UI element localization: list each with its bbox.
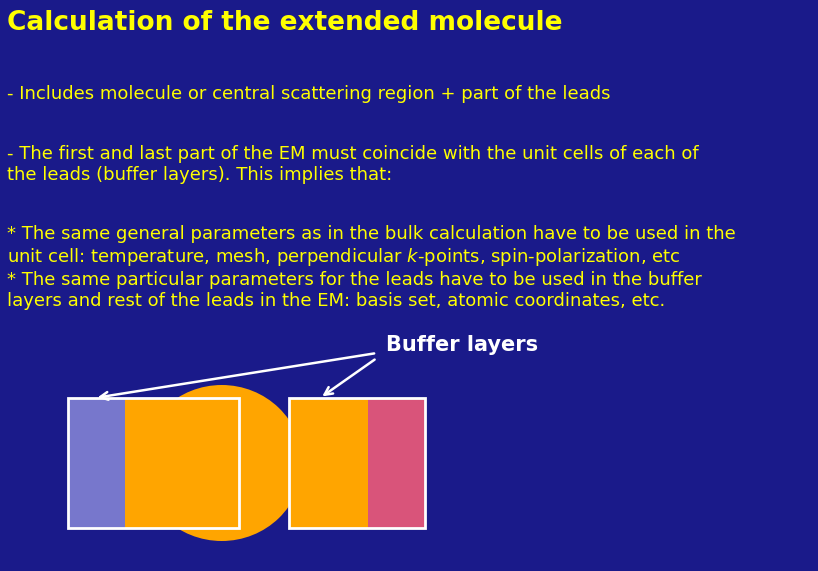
Bar xyxy=(125,398,240,528)
Text: Calculation of the extended molecule: Calculation of the extended molecule xyxy=(7,10,563,36)
Bar xyxy=(368,398,425,528)
Text: - Includes molecule or central scattering region + part of the leads: - Includes molecule or central scatterin… xyxy=(7,85,610,103)
Bar xyxy=(69,398,240,528)
Text: * The same general parameters as in the bulk calculation have to be used in the
: * The same general parameters as in the … xyxy=(7,225,735,310)
Bar xyxy=(290,398,425,528)
Bar xyxy=(290,398,368,528)
Ellipse shape xyxy=(142,385,303,541)
Bar xyxy=(69,398,125,528)
Text: - The first and last part of the EM must coincide with the unit cells of each of: - The first and last part of the EM must… xyxy=(7,145,699,184)
Text: Buffer layers: Buffer layers xyxy=(385,335,537,355)
